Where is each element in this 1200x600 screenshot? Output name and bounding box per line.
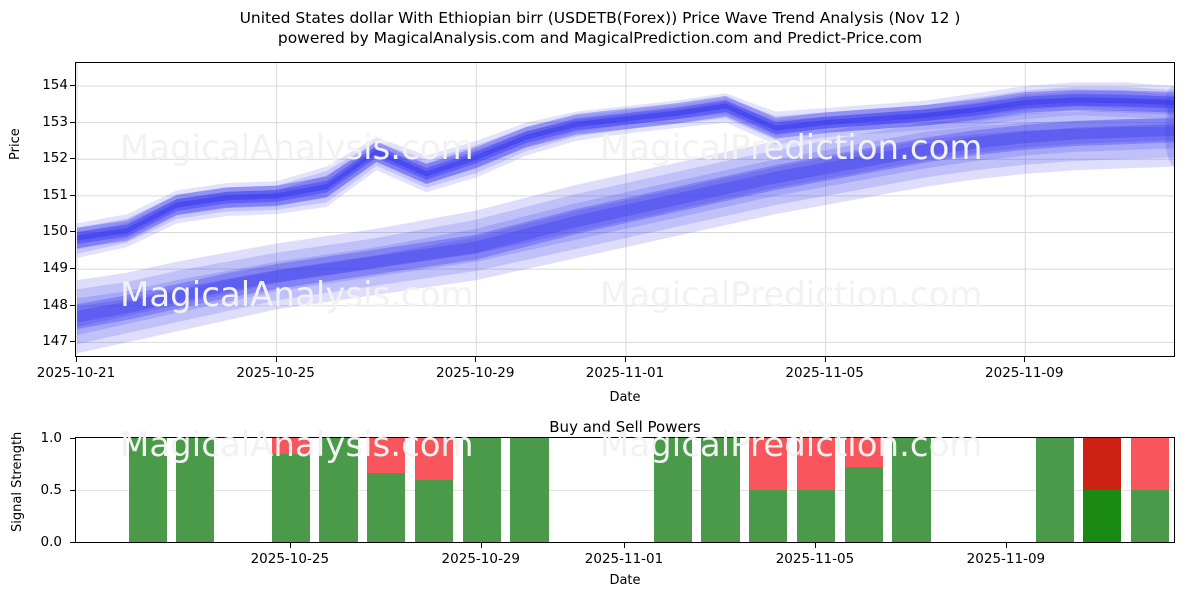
buy-power-segment (796, 490, 836, 542)
buy-power-segment (653, 438, 692, 542)
signal-chart-title: Buy and Sell Powers (549, 418, 701, 436)
chart-title-block: United States dollar With Ethiopian birr… (0, 8, 1200, 48)
sell-power-segment (1131, 438, 1170, 490)
price-y-axis: 147 148 149 150 151 152 153 154 (0, 0, 75, 600)
signal-y-tick-mark (70, 490, 75, 491)
signal-x-tick-mark (1005, 543, 1007, 548)
buy-power-segment (128, 438, 167, 542)
sell-power-segment (414, 438, 454, 480)
price-x-tick-label: 2025-11-01 (585, 365, 665, 381)
signal-x-tick-mark (480, 543, 482, 548)
sell-power-segment (271, 438, 310, 454)
price-x-tick-mark (475, 357, 477, 362)
signal-y-tick-label: 1.0 (40, 430, 62, 446)
signal-x-tick-label: 2025-11-09 (966, 551, 1046, 567)
signal-bar[interactable] (510, 438, 549, 542)
signal-bar[interactable] (749, 438, 788, 542)
price-y-tick-label: 154 (42, 76, 68, 93)
signal-y-tick-mark (70, 438, 75, 439)
price-x-tick-label: 2025-10-21 (36, 365, 116, 381)
price-wave-plot-area (75, 62, 1175, 357)
signal-bar[interactable] (462, 438, 501, 542)
buy-power-segment (271, 453, 310, 542)
price-x-tick-label: 2025-10-29 (436, 365, 515, 381)
signal-bar[interactable] (1131, 438, 1170, 542)
price-y-tick-mark (70, 341, 75, 343)
signal-bar[interactable] (796, 438, 836, 542)
price-y-tick-mark (70, 268, 75, 270)
signal-bar[interactable] (271, 438, 310, 542)
price-y-tick-label: 153 (42, 113, 68, 130)
price-y-tick-label: 151 (42, 186, 68, 203)
price-y-axis-label: Price (8, 128, 23, 160)
buy-power-segment (510, 438, 549, 542)
price-y-tick-mark (70, 231, 75, 233)
price-y-tick-label: 148 (42, 296, 68, 313)
signal-y-tick-label: 0.0 (40, 534, 62, 550)
price-x-tick-mark (1024, 357, 1026, 362)
buy-power-segment (1035, 438, 1074, 542)
buy-power-segment (892, 438, 931, 542)
buy-power-segment (701, 438, 740, 542)
signal-x-tick-mark (289, 543, 291, 548)
signal-bar[interactable] (367, 438, 406, 542)
signal-x-tick-mark (814, 543, 816, 548)
signal-bar[interactable] (701, 438, 740, 542)
price-y-tick-mark (70, 84, 75, 86)
buy-power-segment (319, 438, 358, 542)
signal-bar[interactable] (176, 438, 215, 542)
buy-power-segment (1131, 490, 1170, 542)
price-y-tick-mark (70, 304, 75, 306)
sell-power-segment (367, 438, 406, 474)
signal-bar[interactable] (1083, 438, 1122, 542)
signal-bar[interactable] (844, 438, 883, 542)
price-x-tick-mark (625, 357, 626, 362)
signal-x-tick-label: 2025-11-01 (584, 551, 664, 567)
price-y-tick-mark (70, 194, 75, 196)
signal-x-axis-label: Date (609, 573, 641, 588)
page-title-line1: United States dollar With Ethiopian birr… (239, 9, 961, 27)
signal-x-tick-mark (624, 543, 625, 548)
signal-grid-line (76, 490, 1174, 491)
sell-power-segment (844, 438, 883, 468)
price-x-tick-mark (824, 357, 826, 362)
price-x-tick-label: 2025-10-25 (236, 365, 315, 381)
price-y-tick-label: 150 (42, 223, 68, 240)
sell-power-segment (749, 438, 788, 490)
signal-y-tick-mark (70, 542, 75, 543)
buy-power-segment (176, 438, 215, 542)
signal-bar[interactable] (1035, 438, 1074, 542)
signal-bar[interactable] (653, 438, 692, 542)
signal-y-tick-label: 0.5 (40, 482, 62, 498)
signal-bar[interactable] (319, 438, 358, 542)
price-x-axis-label: Date (609, 390, 641, 405)
buy-power-segment (844, 467, 883, 542)
signal-x-tick-label: 2025-10-29 (441, 551, 521, 567)
price-y-tick-label: 149 (42, 260, 68, 277)
signal-bar[interactable] (414, 438, 454, 542)
buy-power-segment (414, 479, 454, 542)
buy-sell-powers-plot-area (75, 437, 1175, 543)
price-y-tick-mark (70, 121, 75, 123)
signal-x-tick-label: 2025-11-05 (775, 551, 855, 567)
signal-x-tick-label: 2025-10-25 (250, 551, 330, 567)
buy-power-segment (462, 438, 501, 542)
price-y-tick-label: 147 (42, 333, 68, 350)
buy-power-segment (1083, 490, 1122, 542)
price-x-tick-mark (275, 357, 277, 362)
signal-bar[interactable] (892, 438, 931, 542)
price-x-tick-label: 2025-11-05 (785, 365, 864, 381)
price-x-tick-label: 2025-11-09 (985, 365, 1064, 381)
price-y-tick-label: 152 (42, 150, 68, 167)
sell-power-segment (796, 438, 836, 490)
buy-power-segment (367, 473, 406, 542)
sell-power-segment (1083, 438, 1122, 490)
price-wave-svg (76, 63, 1174, 356)
price-x-tick-mark (76, 357, 77, 362)
buy-power-segment (749, 490, 788, 542)
price-y-tick-mark (70, 158, 75, 160)
signal-bar[interactable] (128, 438, 167, 542)
page-title-line2: powered by MagicalAnalysis.com and Magic… (277, 29, 923, 47)
